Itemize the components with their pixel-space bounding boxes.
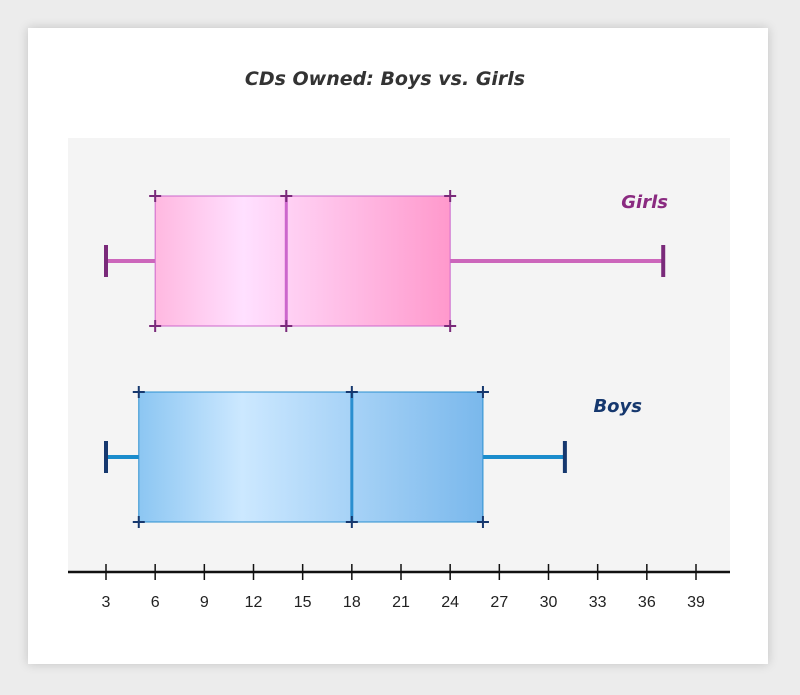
boys-quartile-marker — [476, 516, 489, 528]
girls-quartile-marker — [280, 320, 293, 332]
x-tick-label: 12 — [245, 594, 263, 611]
girls-quartile-marker — [444, 320, 457, 332]
girls-quartile-marker — [444, 190, 457, 202]
boys-quartile-marker — [345, 516, 358, 528]
boys-quartile-marker — [132, 386, 145, 398]
chart-title: CDs Owned: Boys vs. Girls — [244, 68, 526, 90]
boys-quartile-marker — [476, 386, 489, 398]
x-tick-label: 18 — [343, 594, 361, 611]
x-tick-label: 27 — [490, 594, 508, 611]
x-tick-label: 9 — [200, 594, 209, 611]
x-tick-label: 30 — [540, 594, 558, 611]
x-tick-label: 33 — [589, 594, 607, 611]
x-tick-label: 24 — [441, 594, 459, 611]
boys-series-label: Boys — [593, 396, 642, 417]
boys-quartile-marker — [132, 516, 145, 528]
x-tick-label: 3 — [102, 594, 111, 611]
girls-quartile-marker — [149, 320, 162, 332]
girls-series-label: Girls — [621, 192, 668, 213]
girls-quartile-marker — [280, 190, 293, 202]
x-tick-label: 39 — [687, 594, 705, 611]
boys-quartile-marker — [345, 386, 358, 398]
x-tick-label: 15 — [294, 594, 312, 611]
x-tick-label: 6 — [151, 594, 160, 611]
girls-quartile-marker — [149, 190, 162, 202]
boys-box — [138, 391, 484, 523]
girls-box — [154, 195, 451, 327]
x-tick-label: 21 — [392, 594, 410, 611]
x-tick-label: 36 — [638, 594, 656, 611]
